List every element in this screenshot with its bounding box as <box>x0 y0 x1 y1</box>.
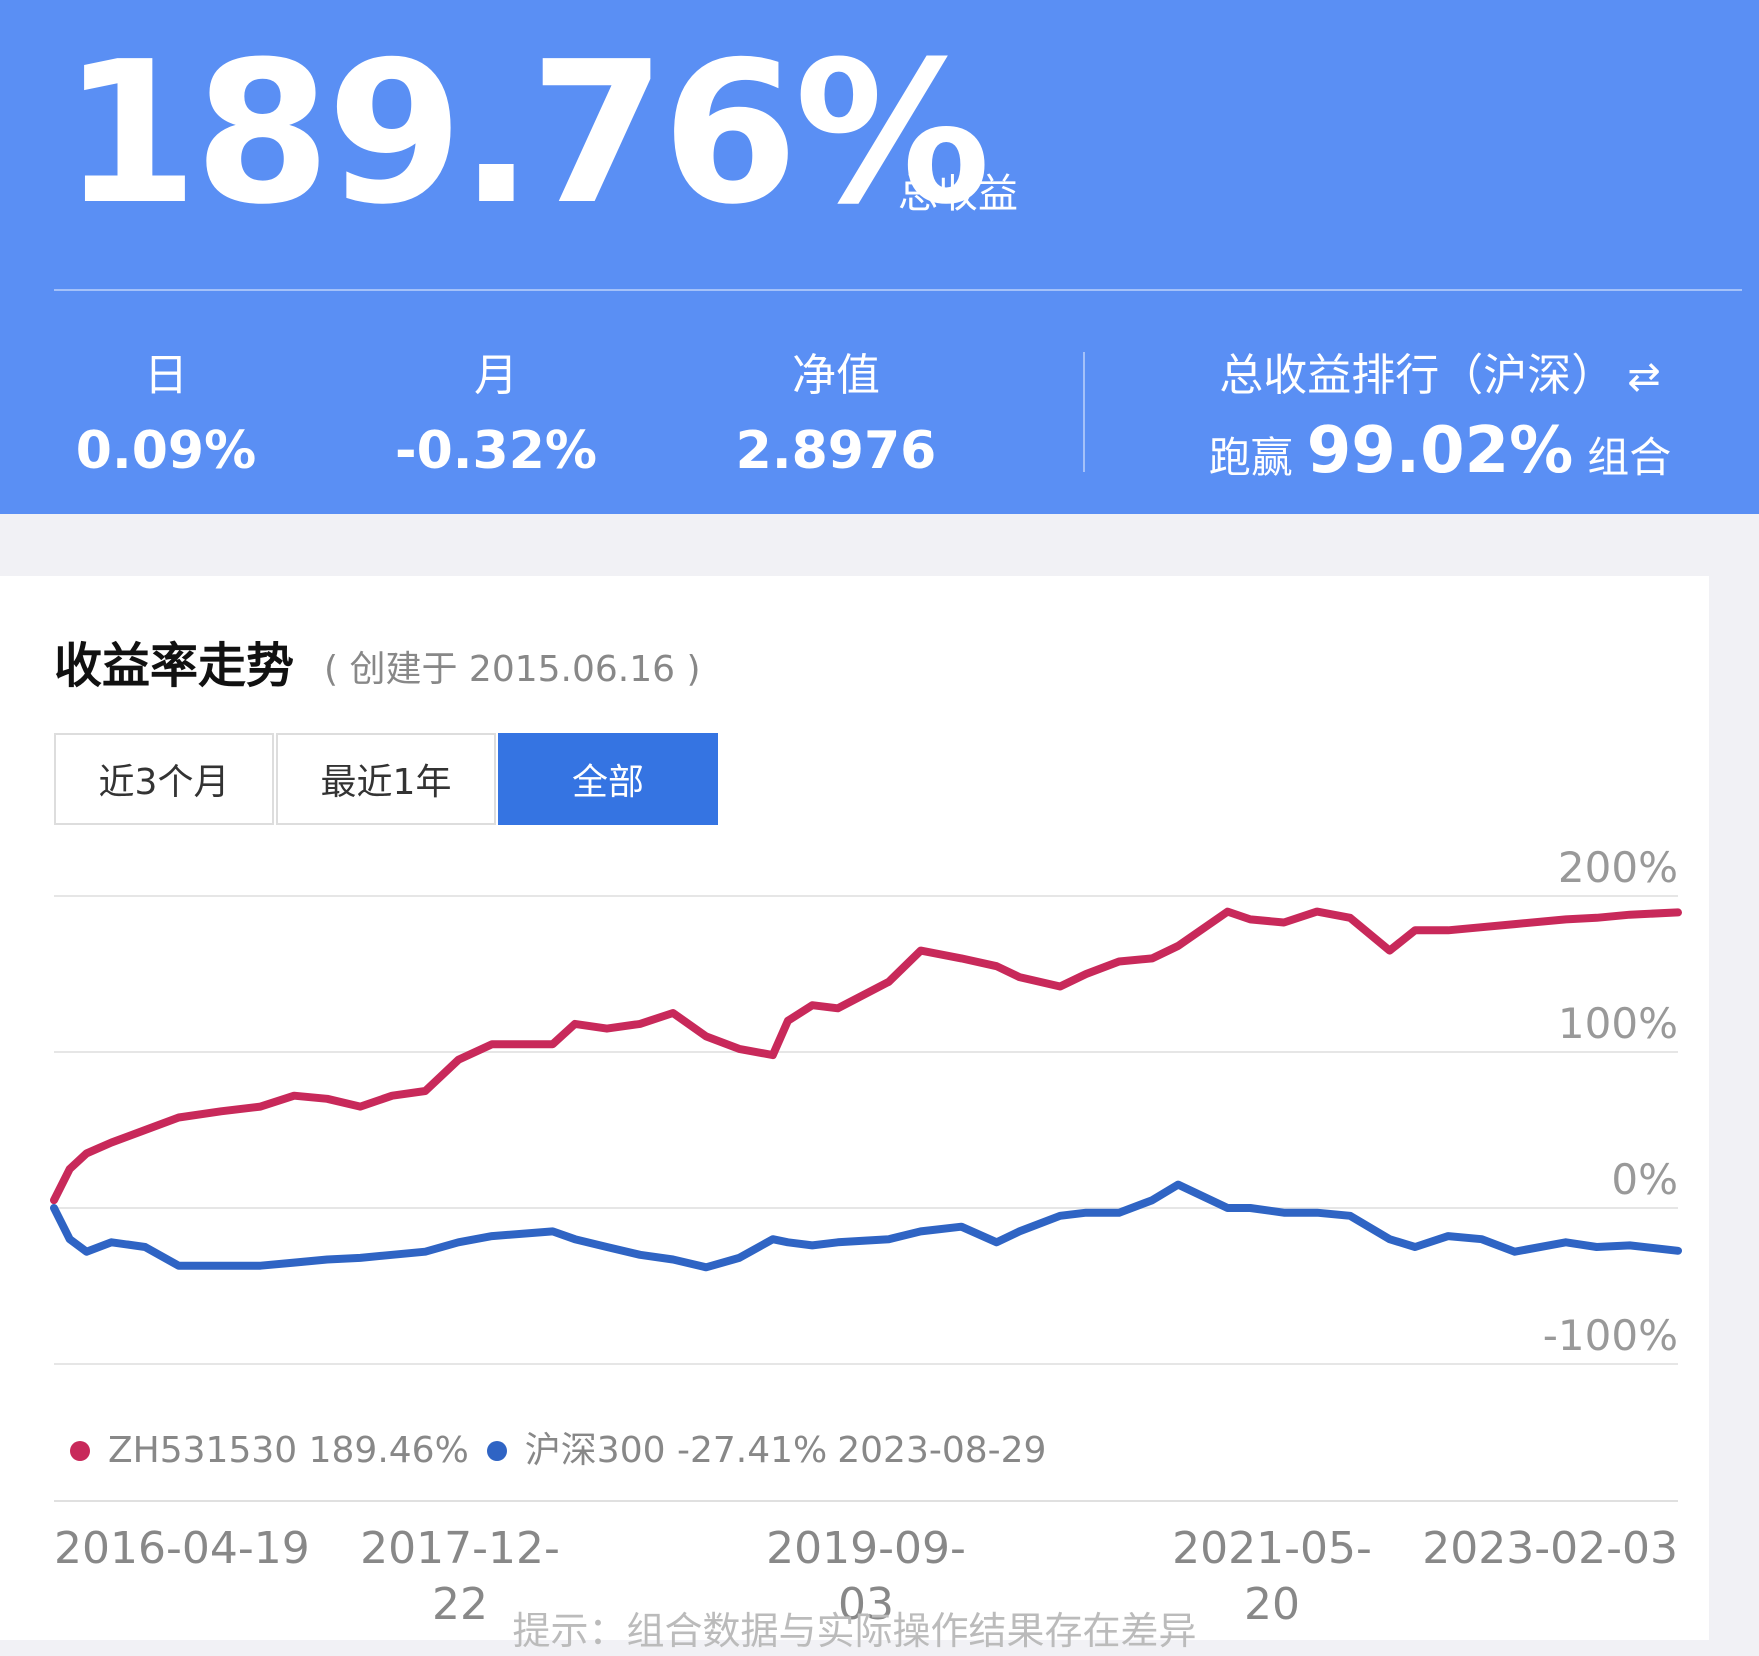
total-return-label: 总收益 <box>898 171 1018 217</box>
stat-separator <box>1083 352 1085 472</box>
range-tabs: 近3个月 最近1年 全部 <box>54 733 720 825</box>
stat-month-label: 月 <box>474 350 518 401</box>
stat-day-label: 日 <box>144 350 188 401</box>
stat-day-value: 0.09% <box>75 421 257 481</box>
legend-dot-benchmark <box>486 1441 507 1461</box>
x-tick-label: 2017-12-22 <box>360 1523 560 1630</box>
section-subtitle: ( 创建于 2015.06.16 ) <box>324 649 701 690</box>
stat-day: 日 0.09% <box>16 346 316 486</box>
rank-label-row: 总收益排行（沪深） ⇄ <box>1180 346 1700 407</box>
header-divider <box>54 289 1742 291</box>
legend-portfolio-value: 189.46% <box>308 1430 469 1471</box>
summary-header: 189.76% 总收益 日 0.09% 月 -0.32% 净值 2.8976 总… <box>0 0 1759 514</box>
rank-prefix: 跑赢 <box>1208 433 1293 482</box>
stat-month-value: -0.32% <box>395 421 597 481</box>
legend-benchmark-name: 沪深300 <box>524 1430 666 1471</box>
tab-all[interactable]: 全部 <box>498 733 718 825</box>
legend-date: 2023-08-29 <box>837 1430 1047 1471</box>
x-tick-label: 2023-02-03 <box>1422 1523 1678 1574</box>
section-title: 收益率走势 <box>54 638 295 694</box>
total-return-value: 189.76% <box>62 20 991 248</box>
rank-label: 总收益排行（沪深） <box>1219 350 1616 401</box>
series-line-portfolio <box>50 907 1682 1205</box>
series-line-benchmark <box>50 1180 1682 1272</box>
rank-suffix: 组合 <box>1587 433 1672 482</box>
rank-percent: 99.02% <box>1306 414 1574 488</box>
legend-dot-portfolio <box>70 1441 90 1461</box>
legend-item-portfolio: ZH531530 189.46% <box>70 1426 469 1476</box>
x-tick-label: 2019-09-03 <box>766 1523 966 1630</box>
axis-divider <box>54 1500 1678 1502</box>
footnote: 提示：组合数据与实际操作结果存在差异 <box>512 1609 1197 1653</box>
legend-benchmark-value: -27.41% <box>676 1430 828 1471</box>
x-tick-label: 2016-04-19 <box>54 1523 310 1574</box>
tab-3-months[interactable]: 近3个月 <box>54 733 274 825</box>
rank-result: 跑赢 99.02% 组合 <box>1180 411 1700 507</box>
rank-panel[interactable]: 总收益排行（沪深） ⇄ 跑赢 99.02% 组合 <box>1180 346 1700 507</box>
y-tick-label: -100% <box>1543 1311 1678 1360</box>
tab-1-year[interactable]: 最近1年 <box>276 733 496 825</box>
legend-portfolio-name: ZH531530 <box>108 1430 298 1471</box>
x-tick-label: 2021-05-20 <box>1172 1523 1372 1630</box>
swap-icon[interactable]: ⇄ <box>1627 354 1661 400</box>
stat-nav: 净值 2.8976 <box>686 346 986 486</box>
return-trend-card: 收益率走势 ( 创建于 2015.06.16 ) 近3个月 最近1年 全部 20… <box>0 576 1709 1653</box>
return-line-chart[interactable]: 200% 100% 0% -100% <box>0 816 1709 1416</box>
chart-legend: ZH531530 189.46% 沪深300 -27.41% 2023-08-2… <box>70 1426 1064 1476</box>
x-axis-ticks: 2016-04-19 2017-12-22 2019-09-03 2021-05-20… <box>54 1521 1678 1630</box>
stat-month: 月 -0.32% <box>346 346 646 486</box>
legend-item-benchmark: 沪深300 -27.41% 2023-08-29 <box>486 1426 1047 1476</box>
stat-nav-label: 净值 <box>792 350 880 401</box>
stat-nav-value: 2.8976 <box>735 421 937 481</box>
y-tick-label: 100% <box>1558 999 1678 1048</box>
y-tick-label: 0% <box>1611 1155 1678 1204</box>
y-tick-label: 200% <box>1558 843 1678 892</box>
